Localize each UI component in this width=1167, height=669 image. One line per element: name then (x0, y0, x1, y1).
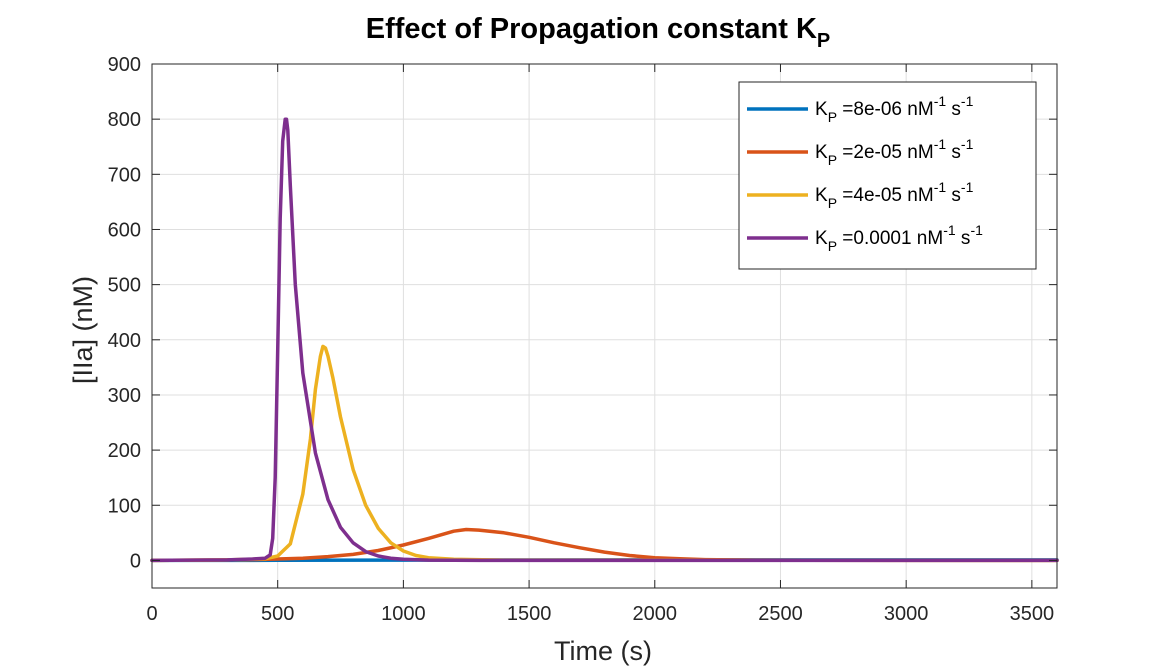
series-line-4 (150, 117, 1059, 563)
y-tick-label: 300 (108, 385, 141, 407)
legend-entry-1: KP =8e-06 nM-1 s-1 (815, 93, 974, 125)
y-tick-label: 100 (108, 495, 141, 517)
y-tick-label: 700 (108, 164, 141, 186)
title-symbol-sub: P (817, 30, 830, 52)
title-symbol: K (796, 13, 817, 45)
x-tick-label: 1000 (381, 603, 426, 625)
x-tick-label: 0 (146, 603, 157, 625)
y-tick-label: 200 (108, 440, 141, 462)
x-tick-label: 2000 (633, 603, 678, 625)
chart-title: Effect of Propagation constant KP (366, 13, 831, 52)
y-tick-label: 500 (108, 275, 141, 297)
y-tick-label: 400 (108, 330, 141, 352)
x-tick-label: 500 (261, 603, 294, 625)
y-tick-label: 0 (130, 550, 141, 572)
y-tick-label: 900 (108, 54, 141, 76)
series-line-3 (150, 344, 1059, 563)
legend-entry-2: KP =2e-05 nM-1 s-1 (815, 136, 974, 168)
legend-entry-3: KP =4e-05 nM-1 s-1 (815, 179, 974, 211)
x-tick-label: 1500 (507, 603, 552, 625)
x-tick-label: 2500 (758, 603, 803, 625)
y-tick-label: 800 (108, 109, 141, 131)
x-axis-label: Time (s) (554, 636, 652, 666)
y-tick-label: 600 (108, 219, 141, 241)
x-tick-label: 3000 (884, 603, 929, 625)
legend-entry-4: KP =0.0001 nM-1 s-1 (815, 222, 983, 254)
x-tick-label: 3500 (1010, 603, 1055, 625)
y-axis-label: [IIa] (nM) (68, 276, 98, 384)
legend: KP =8e-06 nM-1 s-1 KP =2e-05 nM-1 s-1 KP =… (738, 81, 1037, 270)
series-lines (150, 117, 1059, 563)
plot-frame (151, 63, 1058, 589)
axis-ticks: 0 500 1000 1500 2000 2500 3000 3500 0 100 200 300 40… (108, 54, 1057, 625)
